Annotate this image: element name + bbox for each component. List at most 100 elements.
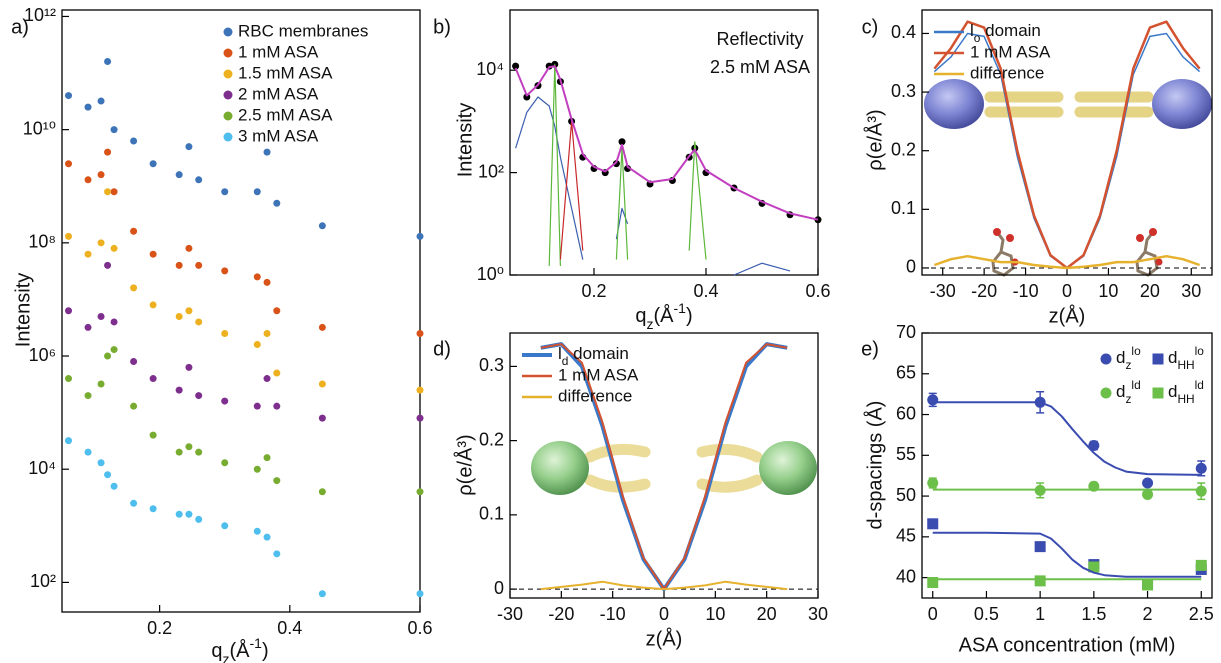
legend-label: 1.5 mM ASA	[238, 63, 333, 82]
x-axis-label-part: )	[262, 640, 269, 662]
x-tick-label: 30	[1181, 281, 1201, 301]
x-tick-label: 10	[1098, 281, 1118, 301]
panel-label: e)	[861, 338, 879, 360]
data-point	[149, 431, 157, 439]
y-tick-label: 10²	[30, 571, 56, 591]
x-tick-label: -30	[930, 281, 956, 301]
data-point	[318, 414, 326, 422]
data-point	[1034, 575, 1046, 587]
data-point	[273, 369, 281, 377]
legend-label-part: d	[1168, 382, 1177, 401]
legend-label-part: HH	[1177, 358, 1194, 372]
legend-label: 1 mM ASA	[238, 42, 319, 61]
y-tick-label: 0.3	[891, 81, 916, 101]
legend-label-part: lo	[1131, 344, 1141, 358]
data-point	[97, 380, 105, 388]
y-tick-label: 10¹⁰	[23, 118, 56, 138]
series-line	[932, 531, 1202, 578]
data-point	[185, 307, 193, 315]
legend-label-part: d	[562, 354, 569, 368]
data-point	[1088, 561, 1100, 573]
data-point	[416, 414, 424, 422]
data-point	[84, 448, 92, 456]
data-point	[175, 261, 183, 269]
data-point	[195, 392, 203, 400]
legend-label-part: d	[1168, 348, 1177, 367]
legend-label-part: z	[1125, 392, 1131, 406]
data-point	[416, 386, 424, 394]
data-point	[110, 126, 118, 134]
data-point	[110, 188, 118, 196]
data-point	[318, 380, 326, 388]
x-tick-label: 0.4	[693, 281, 718, 301]
x-tick-label: 0	[1062, 281, 1072, 301]
panel-label: b)	[433, 16, 451, 38]
x-axis-label-part: (Å	[230, 639, 251, 662]
data-point	[185, 363, 193, 371]
x-tick-label: 0.4	[277, 618, 302, 638]
legend-label-part: l	[970, 21, 974, 40]
data-point	[221, 330, 229, 338]
data-point	[84, 250, 92, 258]
data-point	[1142, 477, 1154, 489]
x-tick-label: 0.2	[147, 618, 172, 638]
data-point	[130, 137, 138, 145]
legend-swatch	[223, 69, 233, 79]
data-point	[512, 62, 520, 70]
data-point	[263, 375, 271, 383]
data-point	[195, 261, 203, 269]
data-point	[318, 323, 326, 331]
y-axis-label: ρ(e/Å³)	[453, 434, 476, 495]
y-tick-label: 50	[896, 485, 916, 505]
y-tick-label: 10²	[478, 161, 504, 181]
data-point	[523, 93, 531, 101]
x-axis-label-part: )	[686, 305, 693, 327]
x-tick-label: 2.5	[1189, 604, 1214, 624]
data-point	[927, 394, 939, 406]
legend-label: dHHlo	[1168, 344, 1204, 372]
data-point	[149, 301, 157, 309]
y-axis-label: Intensity	[454, 103, 476, 177]
data-point	[65, 160, 73, 168]
legend-label-part: ld	[1131, 378, 1140, 392]
data-point	[130, 227, 138, 235]
data-point	[175, 171, 183, 179]
series-line	[560, 121, 650, 259]
panel-label: c)	[862, 16, 879, 38]
data-point	[1142, 488, 1154, 500]
plot-frame	[61, 9, 421, 613]
data-point	[97, 459, 105, 467]
data-point	[195, 448, 203, 456]
legend-label: difference	[970, 63, 1044, 82]
data-point	[104, 188, 112, 196]
y-tick-label: 10⁶	[29, 345, 56, 365]
legend-swatch	[1100, 387, 1112, 399]
legend-label: 3 mM ASA	[238, 126, 319, 145]
x-axis-label-part: q	[211, 640, 222, 662]
data-point	[97, 312, 105, 320]
data-point	[1195, 462, 1207, 474]
data-point	[110, 346, 118, 354]
legend-swatch	[223, 27, 233, 37]
legend-label: 2 mM ASA	[238, 84, 319, 103]
y-tick-label: 60	[896, 403, 916, 423]
data-point	[253, 273, 261, 281]
legend-label-part: domain	[980, 21, 1040, 40]
y-tick-label: 10¹²	[24, 5, 56, 25]
legend-label-part: d	[1116, 382, 1125, 401]
data-point	[65, 375, 73, 383]
x-tick-label: 2	[1143, 604, 1153, 624]
y-tick-label: 45	[896, 526, 916, 546]
y-tick-label: 0	[906, 257, 916, 277]
y-tick-label: 0.4	[891, 22, 916, 42]
legend-label-part: HH	[1177, 392, 1194, 406]
legend-label: 1 mM ASA	[558, 365, 639, 384]
x-axis-label: qz(Å-1)	[635, 300, 692, 332]
lipid-illustration-c	[924, 79, 1212, 277]
data-point	[185, 244, 193, 252]
data-point	[84, 103, 92, 111]
legend-label: difference	[558, 386, 632, 405]
data-point	[175, 510, 183, 518]
data-point	[130, 358, 138, 366]
data-point	[263, 148, 271, 156]
